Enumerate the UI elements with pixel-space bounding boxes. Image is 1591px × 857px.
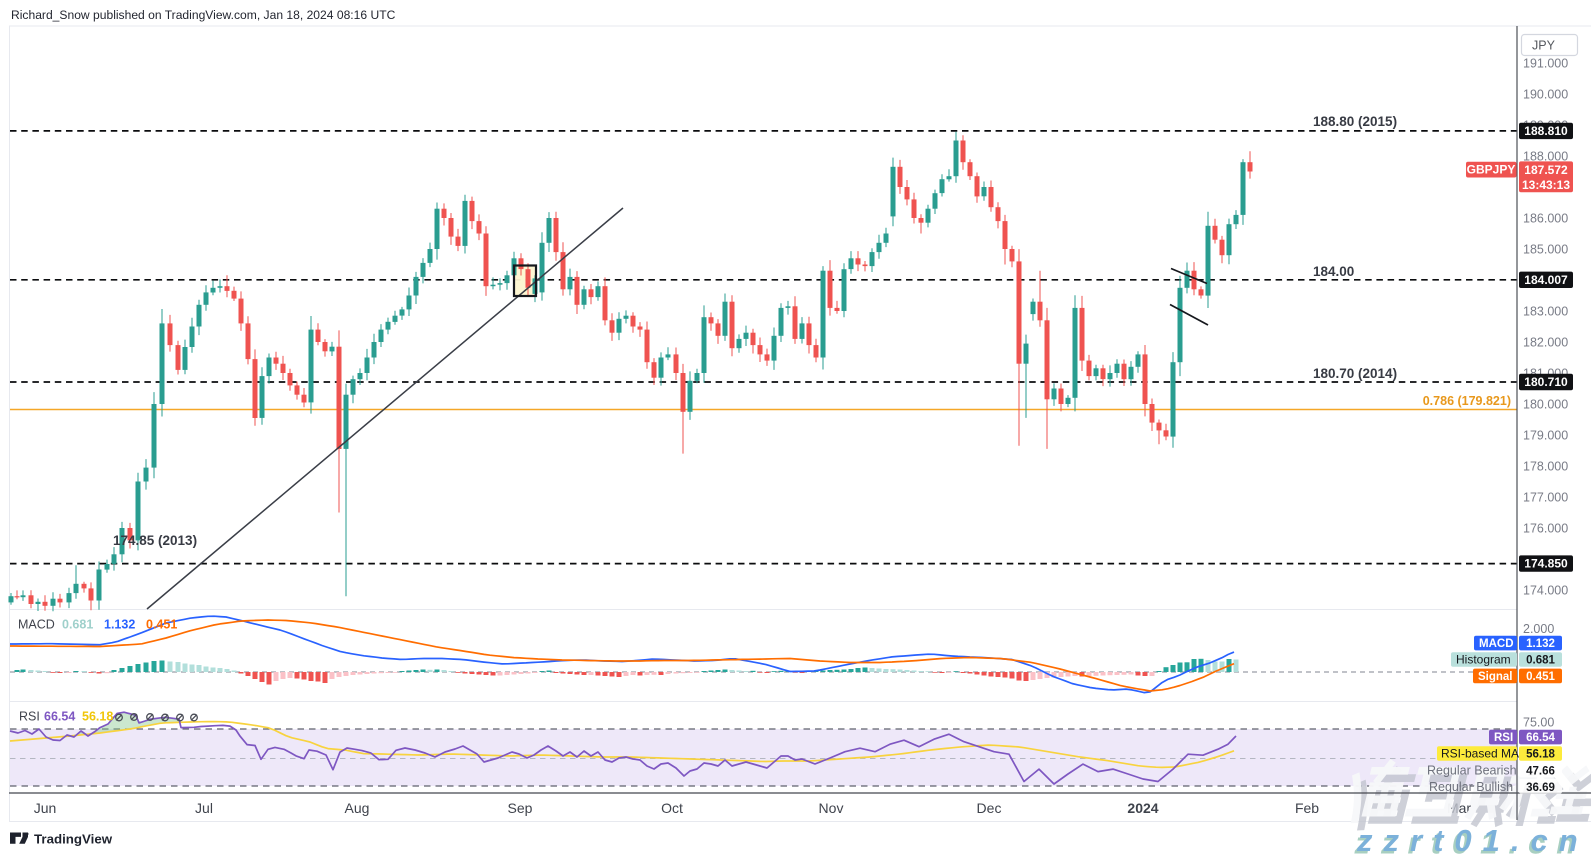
svg-text:180.710: 180.710 — [1524, 375, 1568, 389]
svg-text:188.80 (2015): 188.80 (2015) — [1313, 114, 1397, 129]
svg-text:Histogram: Histogram — [1456, 652, 1511, 666]
svg-text:66.54: 66.54 — [44, 710, 75, 724]
svg-text:178.000: 178.000 — [1523, 459, 1568, 473]
svg-text:1.132: 1.132 — [1526, 638, 1555, 650]
svg-text:2.000: 2.000 — [1523, 622, 1554, 636]
svg-text:0.786 (179.821): 0.786 (179.821) — [1423, 394, 1511, 408]
svg-text:187.572: 187.572 — [1524, 163, 1568, 177]
svg-text:179.000: 179.000 — [1523, 428, 1568, 442]
svg-text:183.000: 183.000 — [1523, 304, 1568, 318]
svg-text:182.000: 182.000 — [1523, 335, 1568, 349]
svg-text:zzrt01.cn: zzrt01.cn — [1354, 826, 1587, 857]
svg-text:174.850: 174.850 — [1524, 557, 1568, 571]
svg-text:Nov: Nov — [819, 800, 844, 816]
svg-text:Regular Bearish: Regular Bearish — [1427, 763, 1517, 777]
svg-text:RSI: RSI — [19, 710, 40, 724]
svg-text:Regular Bullish: Regular Bullish — [1429, 780, 1513, 794]
svg-text:Jul: Jul — [195, 800, 213, 816]
svg-text:190.000: 190.000 — [1523, 87, 1568, 101]
svg-text:176.000: 176.000 — [1523, 521, 1568, 535]
svg-text:184.007: 184.007 — [1524, 273, 1568, 287]
svg-text:75.00: 75.00 — [1523, 715, 1554, 729]
svg-text:MACD: MACD — [1479, 638, 1514, 650]
svg-text:MACD: MACD — [18, 618, 55, 632]
svg-text:RSI-based MA: RSI-based MA — [1441, 746, 1519, 760]
svg-text:177.000: 177.000 — [1523, 490, 1568, 504]
svg-text:47.66: 47.66 — [1526, 765, 1555, 777]
svg-text:56.18: 56.18 — [82, 710, 113, 724]
svg-text:13:43:13: 13:43:13 — [1522, 178, 1570, 192]
svg-text:JPY: JPY — [1532, 39, 1556, 53]
svg-text:184.00: 184.00 — [1313, 264, 1354, 279]
svg-text:RSI: RSI — [1494, 732, 1513, 744]
svg-text:Feb: Feb — [1295, 800, 1319, 816]
svg-text:0.681: 0.681 — [1526, 654, 1555, 666]
svg-text:zzrt01.cn: zzrt01.cn — [1356, 823, 1589, 857]
svg-text:Dec: Dec — [977, 800, 1002, 816]
svg-text:Jun: Jun — [34, 800, 57, 816]
svg-text:Richard_Snow published on Trad: Richard_Snow published on TradingView.co… — [11, 8, 396, 22]
svg-text:0.451: 0.451 — [146, 618, 177, 632]
svg-text:188.810: 188.810 — [1524, 124, 1568, 138]
svg-text:Aug: Aug — [345, 800, 370, 816]
svg-text:180.000: 180.000 — [1523, 397, 1568, 411]
svg-text:Oct: Oct — [661, 800, 683, 816]
svg-text:2024: 2024 — [1127, 800, 1158, 816]
svg-text:174.85 (2013): 174.85 (2013) — [113, 533, 197, 548]
svg-text:0.451: 0.451 — [1526, 671, 1555, 683]
svg-text:185.000: 185.000 — [1523, 242, 1568, 256]
svg-text:191.000: 191.000 — [1523, 56, 1568, 70]
svg-text:GBPJPY: GBPJPY — [1467, 163, 1516, 177]
svg-text:36.69: 36.69 — [1526, 782, 1555, 794]
svg-text:188.000: 188.000 — [1523, 149, 1568, 163]
svg-text:186.000: 186.000 — [1523, 211, 1568, 225]
svg-text:0.681: 0.681 — [62, 618, 93, 632]
svg-text:TradingView: TradingView — [34, 832, 113, 847]
svg-text:66.54: 66.54 — [1526, 732, 1555, 744]
svg-text:Signal: Signal — [1478, 671, 1513, 683]
svg-text:1.132: 1.132 — [104, 618, 135, 632]
svg-text:174.000: 174.000 — [1523, 583, 1568, 597]
svg-text:180.70 (2014): 180.70 (2014) — [1313, 366, 1397, 381]
svg-text:Sep: Sep — [508, 800, 533, 816]
svg-text:56.18: 56.18 — [1526, 748, 1555, 760]
